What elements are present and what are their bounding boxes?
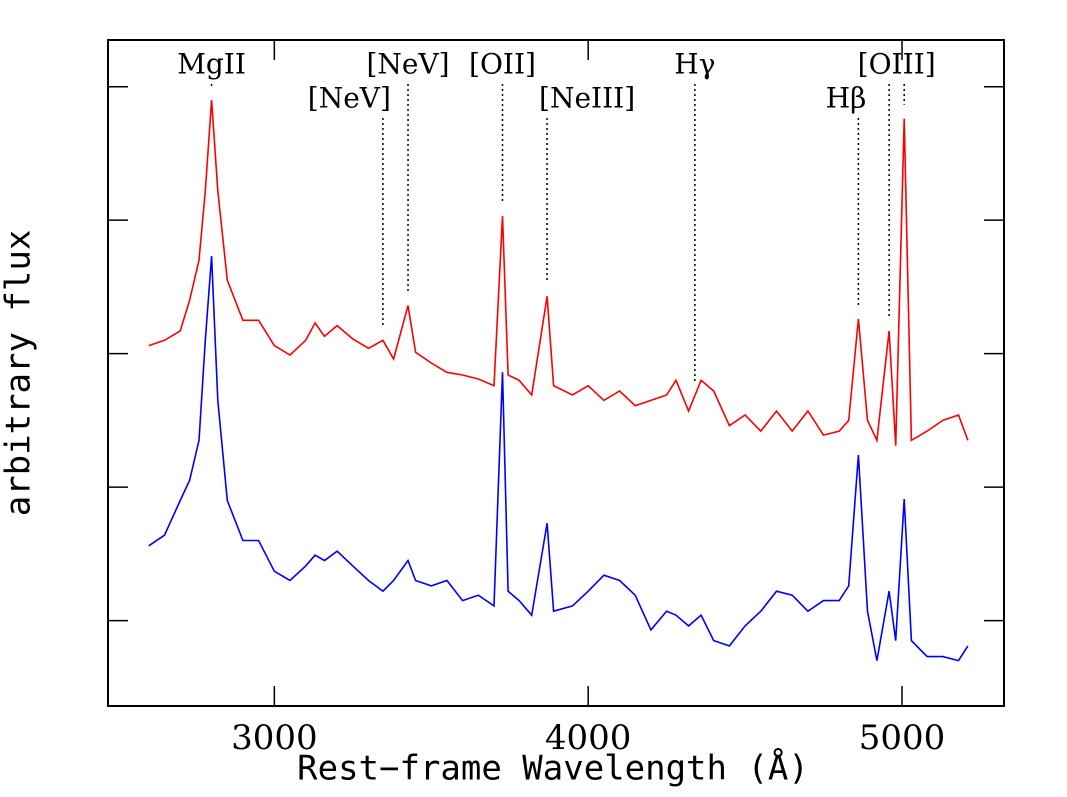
- spectrum-line: [148, 256, 969, 662]
- line-annotation: Hβ: [826, 82, 867, 115]
- line-annotation: [NeIII]: [539, 82, 635, 115]
- line-annotation: [NeV]: [308, 82, 391, 115]
- x-axis-label: Rest−frame Wavelength (Å): [297, 748, 809, 789]
- line-annotation: [NeV]: [366, 48, 449, 81]
- line-annotation: [OIII]: [858, 48, 936, 81]
- spectrum-line: [148, 100, 969, 446]
- line-annotation: Hγ: [674, 48, 715, 81]
- x-tick-label: 4000: [545, 718, 632, 758]
- plot-frame: [107, 39, 1005, 707]
- line-annotation: MgII: [177, 48, 246, 81]
- x-tick-label: 5000: [859, 718, 946, 758]
- x-tick-label: 3000: [231, 718, 318, 758]
- line-annotation: [OII]: [469, 48, 536, 81]
- y-axis-label: arbitrary flux: [0, 230, 39, 517]
